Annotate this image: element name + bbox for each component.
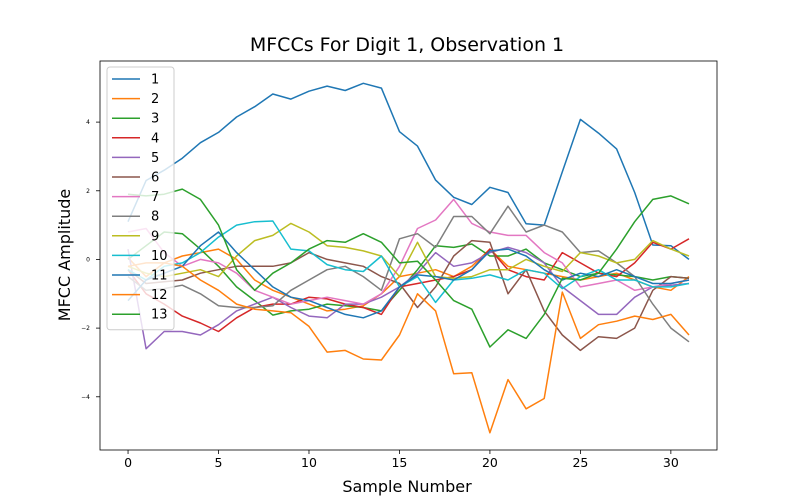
- x-axis-label: Sample Number: [342, 477, 472, 496]
- x-tick-label: 15: [391, 455, 407, 470]
- x-tick-label: 25: [572, 455, 588, 470]
- legend-label-2: 2: [151, 92, 159, 107]
- y-axis-ticks: −4 −2 0 2 4: [81, 119, 100, 401]
- x-tick-label: 0: [124, 455, 132, 470]
- x-axis-ticks: 0 5 10 15 20 25 30: [124, 450, 679, 470]
- legend-label-13: 13: [151, 308, 168, 323]
- series-line-7: [127, 198, 690, 305]
- y-tick-label: −4: [81, 394, 90, 401]
- legend-label-6: 6: [151, 171, 159, 186]
- x-tick-label: 30: [663, 455, 679, 470]
- legend-box: [106, 66, 175, 331]
- x-tick-label: 10: [301, 455, 317, 470]
- legend-label-4: 4: [151, 131, 159, 146]
- legend-label-5: 5: [151, 151, 159, 166]
- legend-label-12: 12: [151, 288, 168, 303]
- chart-title: MFCCs For Digit 1, Observation 1: [250, 34, 564, 56]
- legend-label-9: 9: [151, 229, 159, 244]
- series-line-2: [127, 248, 690, 312]
- plot-background: [100, 61, 717, 450]
- legend-label-8: 8: [151, 210, 159, 225]
- y-axis-label: MFCC Amplitude: [55, 189, 74, 321]
- legend-label-7: 7: [151, 190, 159, 205]
- y-tick-label: 2: [86, 188, 90, 195]
- x-tick-label: 5: [215, 455, 223, 470]
- series-line-1: [127, 82, 690, 260]
- series-line-9: [127, 222, 690, 280]
- plot-frame: [99, 60, 718, 451]
- series-line-11: [127, 231, 690, 319]
- x-tick-label: 20: [482, 455, 498, 470]
- legend-label-3: 3: [151, 112, 159, 127]
- legend-label-1: 1: [151, 73, 159, 88]
- series-lines: [127, 82, 690, 434]
- series-line-8: [127, 205, 690, 343]
- legend-label-11: 11: [151, 269, 168, 284]
- legend-label-10: 10: [151, 249, 168, 264]
- series-line-13: [127, 188, 690, 348]
- y-tick-label: 4: [86, 119, 90, 126]
- y-tick-label: 0: [86, 256, 90, 263]
- y-tick-label: −2: [81, 325, 90, 332]
- series-line-12: [127, 262, 690, 434]
- series-line-6: [127, 239, 690, 352]
- plot-area: [99, 60, 718, 451]
